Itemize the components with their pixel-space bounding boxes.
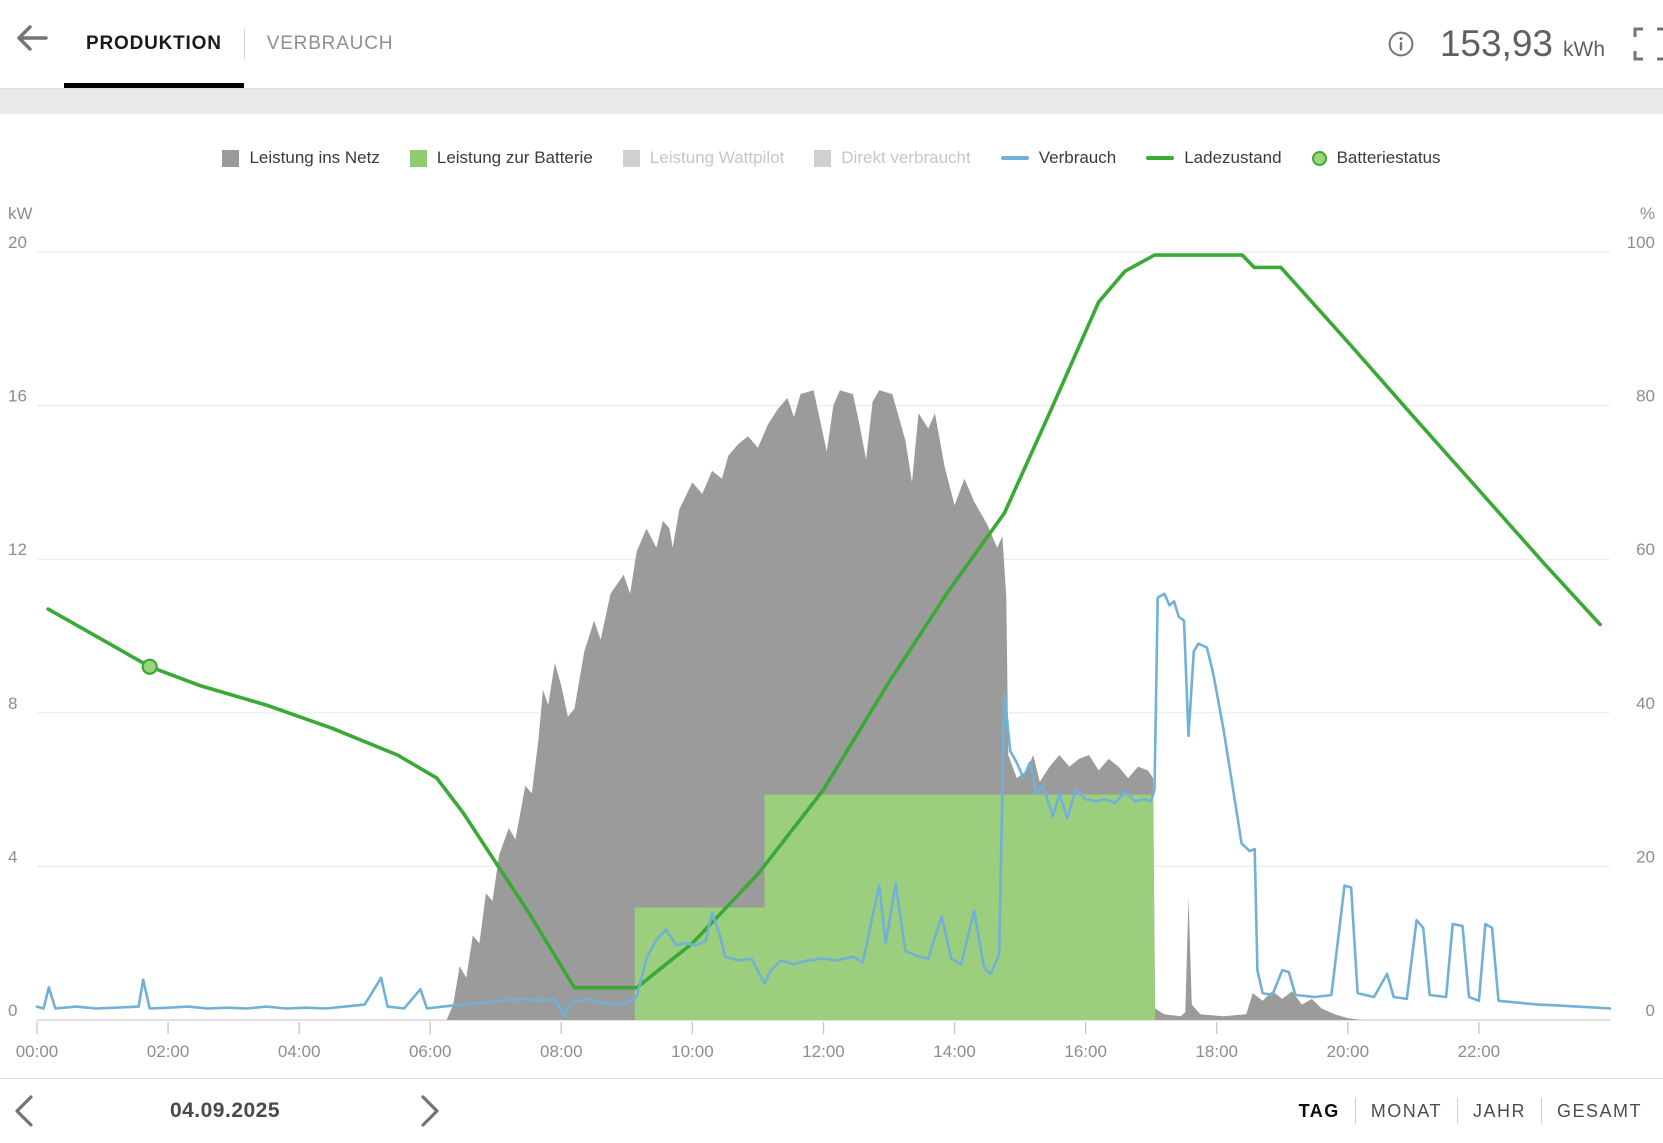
next-day-icon[interactable] [408,1091,448,1131]
range-gesamt[interactable]: GESAMT [1556,1100,1642,1121]
x-tick-label: 20:00 [1327,1042,1370,1061]
y-right-unit: % [1640,204,1655,223]
x-tick-label: 18:00 [1195,1042,1238,1061]
info-icon[interactable] [1388,31,1414,57]
legend-item-batteriestatus[interactable]: Batteriestatus [1311,148,1441,168]
battery-charge-area [634,794,1156,1020]
x-tick-label: 02:00 [147,1042,190,1061]
x-tick-label: 00:00 [16,1042,59,1061]
tab-verbrauch-label: VERBRAUCH [266,33,394,54]
legend-item-verbrauch[interactable]: Verbrauch [1000,148,1117,168]
y-left-unit: kW [8,204,33,223]
tab-produktion[interactable]: PRODUKTION [64,0,244,88]
y-left-tick-label: 4 [8,847,17,866]
battery-status-marker[interactable] [141,658,158,675]
x-tick-label: 22:00 [1458,1042,1501,1061]
soc-line [46,253,1602,990]
tab-produktion-label: PRODUKTION [86,33,222,54]
legend-item-leistung-ins-netz[interactable]: Leistung ins Netz [222,148,380,168]
x-tick-label: 16:00 [1064,1042,1107,1061]
view-tabs: PRODUKTION VERBRAUCH [64,0,415,88]
consumption-line [35,592,1612,1018]
y-left-tick-label: 0 [8,1001,17,1020]
range-jahr[interactable]: JAHR [1472,1100,1526,1121]
legend-label: Leistung zur Batterie [436,148,593,167]
x-tick-label: 12:00 [802,1042,845,1061]
x-tick-label: 14:00 [933,1042,976,1061]
range-monat[interactable]: MONAT [1370,1100,1442,1121]
legend-label: Direkt verbraucht [841,148,971,167]
y-left-tick-label: 8 [8,694,17,713]
legend-square-marker [222,149,240,167]
x-tick-label: 06:00 [409,1042,452,1061]
legend-circle-marker [1311,150,1327,166]
chart-canvas[interactable]: kW % 0 4 8 12 16 20 0 20 40 60 80 100 00:00 02:00 04:00 0… [0,114,1663,1078]
chart-legend: Leistung ins Netz Leistung zur Batterie Le… [0,148,1663,168]
legend-item-leistung-wattpilot[interactable]: Leistung Wattpilot [622,148,785,168]
y-right-tick-label: 20 [1636,847,1655,866]
legend-square-marker [622,149,640,167]
y-right-tick-label: 0 [1646,1001,1655,1020]
footer: 04.09.2025 TAG MONAT JAHR GESAMT [0,1078,1663,1143]
y-left-tick-label: 12 [8,540,27,559]
legend-label: Leistung Wattpilot [649,148,785,167]
x-tick-label: 10:00 [671,1042,714,1061]
legend-label: Batteriestatus [1336,148,1441,167]
legend-line-marker [1000,156,1029,160]
header-divider-band [0,88,1663,115]
y-left-tick-label: 20 [8,233,27,252]
y-right-tick-label: 80 [1636,387,1655,406]
total-value: 153,93 [1439,23,1553,64]
legend-item-ladezustand[interactable]: Ladezustand [1146,148,1282,168]
chart-region: kW% 0 4 8 12 16 20 0 20 40 60 80 100 00:00 02:00 04:00 0… [0,114,1663,1078]
back-arrow-icon[interactable] [12,18,52,58]
legend-square-marker [814,149,832,167]
total-unit: kWh [1563,38,1605,61]
tab-separator [243,29,245,59]
x-tick-label: 08:00 [540,1042,583,1061]
previous-day-icon[interactable] [6,1091,46,1131]
x-tick-label: 04:00 [278,1042,321,1061]
legend-item-direkt-verbraucht[interactable]: Direkt verbraucht [814,148,971,168]
legend-line-marker [1146,156,1175,160]
date-label[interactable]: 04.09.2025 [169,1099,281,1122]
legend-label: Verbrauch [1038,148,1117,167]
range-tag[interactable]: TAG [1298,1100,1340,1121]
tab-verbrauch[interactable]: VERBRAUCH [245,0,416,88]
range-separator [1540,1098,1542,1124]
fullscreen-icon[interactable] [1631,25,1663,63]
range-separator [1456,1098,1458,1124]
y-right-tick-label: 100 [1627,233,1655,252]
legend-item-leistung-zur-batterie[interactable]: Leistung zur Batterie [409,148,593,168]
range-separator [1354,1098,1356,1124]
legend-label: Ladezustand [1184,148,1282,167]
y-right-tick-label: 40 [1636,694,1655,713]
legend-label: Leistung ins Netz [249,148,380,167]
y-right-tick-label: 60 [1636,540,1655,559]
y-left-tick-label: 16 [8,387,27,406]
header-right: 153,93 kWh [1388,0,1663,88]
total-production: 153,93 kWh [1440,23,1605,65]
legend-square-marker [409,149,427,167]
range-selector: TAG MONAT JAHR GESAMT [1284,1079,1657,1143]
header: PRODUKTION VERBRAUCH 153,93 kWh [0,0,1663,88]
